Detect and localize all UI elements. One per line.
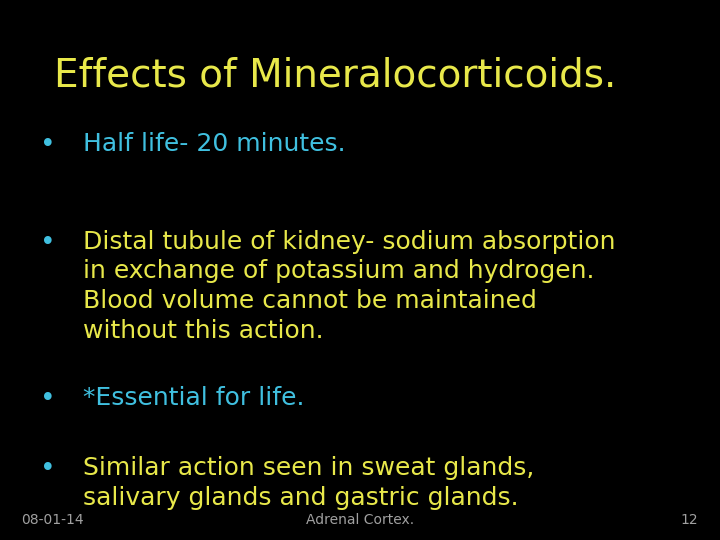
Text: *Essential for life.: *Essential for life. (83, 386, 305, 410)
Text: 12: 12 (681, 512, 698, 526)
Text: Half life- 20 minutes.: Half life- 20 minutes. (83, 132, 346, 156)
Text: 08-01-14: 08-01-14 (22, 512, 84, 526)
Text: •: • (40, 132, 55, 158)
Text: Effects of Mineralocorticoids.: Effects of Mineralocorticoids. (54, 57, 616, 94)
Text: Distal tubule of kidney- sodium absorption
in exchange of potassium and hydrogen: Distal tubule of kidney- sodium absorpti… (83, 230, 616, 342)
Text: •: • (40, 386, 55, 412)
Text: Similar action seen in sweat glands,
salivary glands and gastric glands.: Similar action seen in sweat glands, sal… (83, 456, 534, 510)
Text: Adrenal Cortex.: Adrenal Cortex. (306, 512, 414, 526)
Text: •: • (40, 456, 55, 482)
Text: •: • (40, 230, 55, 255)
